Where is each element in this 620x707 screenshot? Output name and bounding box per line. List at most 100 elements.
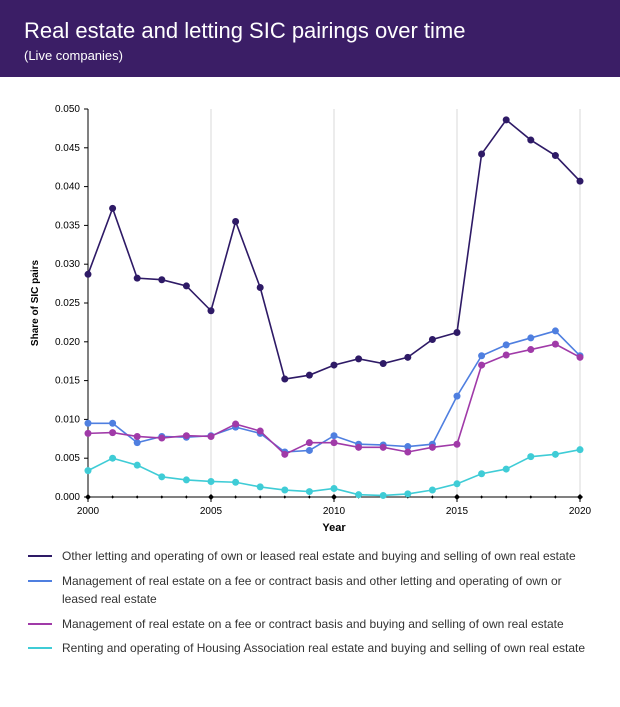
series-marker (355, 355, 362, 362)
y-tick-label: 0.030 (55, 259, 80, 270)
chart-header: Real estate and letting SIC pairings ove… (0, 0, 620, 77)
y-tick-label: 0.035 (55, 220, 80, 231)
series-marker (577, 178, 584, 185)
y-tick-label: 0.045 (55, 143, 80, 154)
x-tick-label: 2005 (200, 506, 223, 517)
chart-subtitle: (Live companies) (24, 48, 596, 63)
series-marker (208, 478, 215, 485)
legend-item: Renting and operating of Housing Associa… (28, 639, 592, 658)
chart-legend: Other letting and operating of own or le… (0, 537, 620, 684)
series-marker (552, 451, 559, 458)
series-marker (257, 483, 264, 490)
x-tick-label: 2010 (323, 506, 346, 517)
series-marker (503, 351, 510, 358)
legend-swatch (28, 623, 52, 625)
series-marker (454, 480, 461, 487)
series-marker (380, 492, 387, 499)
series-marker (355, 444, 362, 451)
series-marker (331, 432, 338, 439)
series-marker (454, 441, 461, 448)
series-marker (306, 439, 313, 446)
series-marker (257, 284, 264, 291)
chart-plot-area: 0.0000.0050.0100.0150.0200.0250.0300.035… (0, 77, 620, 537)
series-marker (134, 433, 141, 440)
legend-label: Renting and operating of Housing Associa… (62, 639, 585, 658)
series-marker (331, 439, 338, 446)
chart-title: Real estate and letting SIC pairings ove… (24, 18, 596, 44)
series-marker (208, 307, 215, 314)
y-tick-label: 0.000 (55, 492, 80, 503)
series-marker (331, 362, 338, 369)
series-marker (527, 453, 534, 460)
series-marker (306, 488, 313, 495)
series-marker (158, 435, 165, 442)
x-tick-label: 2020 (569, 506, 592, 517)
series-marker (257, 428, 264, 435)
series-marker (85, 467, 92, 474)
series-marker (380, 444, 387, 451)
series-marker (429, 444, 436, 451)
x-tick-label: 2015 (446, 506, 469, 517)
line-chart-svg: 0.0000.0050.0100.0150.0200.0250.0300.035… (24, 97, 596, 537)
legend-label: Management of real estate on a fee or co… (62, 572, 592, 609)
series-marker (429, 487, 436, 494)
series-marker (527, 334, 534, 341)
series-marker (552, 327, 559, 334)
series-marker (134, 462, 141, 469)
y-axis-title: Share of SIC pairs (30, 259, 41, 346)
series-marker (429, 336, 436, 343)
series-marker (454, 393, 461, 400)
series-marker (552, 341, 559, 348)
y-tick-label: 0.025 (55, 298, 80, 309)
series-marker (527, 346, 534, 353)
series-marker (478, 470, 485, 477)
series-marker (134, 275, 141, 282)
legend-item: Management of real estate on a fee or co… (28, 615, 592, 634)
series-marker (503, 341, 510, 348)
series-marker (109, 429, 116, 436)
legend-label: Management of real estate on a fee or co… (62, 615, 564, 634)
series-marker (232, 218, 239, 225)
series-marker (158, 473, 165, 480)
legend-item: Management of real estate on a fee or co… (28, 572, 592, 609)
series-marker (183, 282, 190, 289)
chart-container: Real estate and letting SIC pairings ove… (0, 0, 620, 707)
series-marker (503, 466, 510, 473)
series-marker (109, 455, 116, 462)
legend-swatch (28, 555, 52, 557)
series-marker (183, 432, 190, 439)
y-tick-label: 0.010 (55, 414, 80, 425)
series-marker (281, 451, 288, 458)
series-marker (208, 433, 215, 440)
series-marker (306, 372, 313, 379)
series-marker (355, 491, 362, 498)
series-marker (552, 152, 559, 159)
series-marker (134, 439, 141, 446)
y-tick-label: 0.015 (55, 376, 80, 387)
legend-label: Other letting and operating of own or le… (62, 547, 576, 566)
y-tick-label: 0.050 (55, 104, 80, 115)
series-marker (380, 360, 387, 367)
series-marker (109, 205, 116, 212)
series-marker (404, 490, 411, 497)
x-axis-title: Year (322, 522, 346, 534)
series-marker (85, 420, 92, 427)
series-marker (454, 329, 461, 336)
series-marker (577, 354, 584, 361)
x-tick-label: 2000 (77, 506, 100, 517)
series-marker (85, 271, 92, 278)
series-marker (478, 362, 485, 369)
series-marker (281, 376, 288, 383)
series-marker (404, 354, 411, 361)
y-tick-label: 0.005 (55, 453, 80, 464)
series-marker (85, 430, 92, 437)
series-marker (527, 137, 534, 144)
series-marker (404, 448, 411, 455)
series-marker (478, 352, 485, 359)
series-marker (232, 421, 239, 428)
series-marker (577, 446, 584, 453)
series-marker (109, 420, 116, 427)
legend-swatch (28, 580, 52, 582)
series-marker (232, 479, 239, 486)
legend-swatch (28, 647, 52, 649)
